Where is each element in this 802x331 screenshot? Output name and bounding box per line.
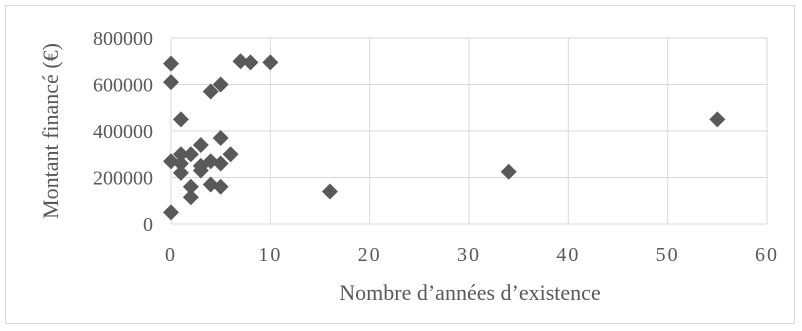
data-point [202, 83, 219, 100]
y-tick-label: 600000 [93, 75, 153, 97]
data-point [212, 155, 229, 172]
data-point [232, 53, 249, 70]
x-tick-label: 0 [165, 244, 177, 266]
data-point [709, 111, 726, 128]
data-point [242, 54, 259, 71]
y-tick-label: 200000 [93, 168, 153, 190]
data-point [172, 155, 189, 172]
data-point [182, 178, 199, 195]
data-point [163, 74, 179, 91]
data-point [192, 136, 209, 153]
data-point [500, 163, 517, 180]
y-tick-label: 400000 [93, 121, 153, 143]
y-axis-title: Montant financé (€) [38, 43, 63, 219]
x-tick-label: 10 [258, 244, 282, 266]
x-tick-label: 30 [457, 244, 481, 266]
y-axis-ticks: 0 200000 400000 600000 800000 [93, 28, 153, 236]
data-point [212, 76, 229, 93]
data-point [212, 129, 229, 146]
x-tick-label: 20 [358, 244, 382, 266]
data-point [212, 178, 229, 195]
gridlines [170, 37, 768, 225]
x-tick-label: 40 [556, 244, 580, 266]
data-point [262, 54, 279, 71]
data-point [321, 183, 338, 200]
data-points [163, 53, 726, 221]
x-axis-ticks: 0 10 20 30 40 50 60 [165, 244, 779, 266]
chart-area [5, 5, 795, 324]
x-tick-label: 50 [656, 244, 680, 266]
data-point [172, 146, 189, 163]
data-point [163, 204, 179, 221]
data-point [192, 162, 209, 179]
x-axis-title: Nombre d’années d’existence [339, 280, 600, 305]
data-point [182, 189, 199, 206]
data-point [172, 111, 189, 128]
y-tick-label: 0 [143, 214, 153, 236]
y-tick-label: 800000 [93, 28, 153, 50]
x-tick-label: 60 [755, 244, 779, 266]
data-point [163, 55, 179, 72]
data-point [172, 164, 189, 181]
data-point [182, 146, 199, 163]
data-point [222, 146, 239, 163]
